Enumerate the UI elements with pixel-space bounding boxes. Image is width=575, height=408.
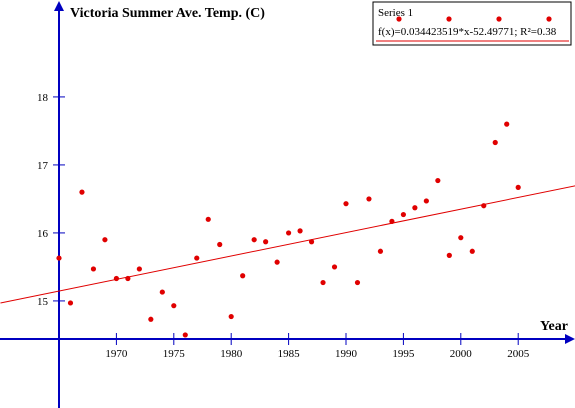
x-tick-label: 1975 bbox=[163, 348, 186, 360]
legend-marker-group bbox=[396, 16, 552, 22]
data-point bbox=[366, 196, 372, 202]
x-tick-label: 1990 bbox=[335, 348, 358, 360]
data-point bbox=[274, 259, 280, 265]
legend-marker bbox=[496, 16, 502, 22]
data-point bbox=[400, 211, 406, 218]
legend-marker bbox=[446, 16, 452, 22]
data-point bbox=[228, 313, 234, 320]
data-point bbox=[136, 266, 142, 272]
regression-line bbox=[0, 185, 575, 304]
data-point bbox=[286, 230, 292, 236]
data-point bbox=[240, 273, 246, 279]
y-axis-arrow bbox=[54, 1, 64, 11]
data-point bbox=[343, 201, 349, 207]
data-point bbox=[159, 289, 165, 295]
legend-box bbox=[372, 1, 572, 46]
data-point bbox=[182, 332, 188, 338]
x-axis-label: Year bbox=[540, 319, 568, 334]
data-point bbox=[205, 216, 211, 222]
data-point bbox=[113, 275, 119, 282]
fit-line-group bbox=[0, 185, 575, 304]
y-tick-label: 18 bbox=[37, 92, 49, 104]
data-point bbox=[446, 252, 452, 258]
data-point bbox=[481, 203, 487, 209]
legend-series-label: Series 1 bbox=[378, 7, 413, 19]
x-tick-label: 1985 bbox=[278, 348, 301, 360]
data-point bbox=[67, 300, 74, 306]
data-point bbox=[56, 255, 62, 261]
ticks: 1970 1975 1980 1985 1990 1995 2000 2005 15 16 17 18 bbox=[37, 92, 530, 360]
data-point bbox=[102, 237, 108, 243]
data-points bbox=[56, 121, 521, 338]
data-point bbox=[171, 303, 177, 309]
x-tick-label: 1970 bbox=[105, 348, 128, 360]
data-point bbox=[320, 279, 326, 286]
x-axis-arrow bbox=[565, 334, 575, 344]
data-point bbox=[79, 189, 85, 195]
data-point bbox=[492, 139, 498, 146]
data-point bbox=[515, 184, 521, 190]
y-tick-label: 17 bbox=[37, 160, 49, 172]
data-point bbox=[148, 316, 154, 322]
data-point bbox=[90, 266, 97, 272]
x-tick-label: 2005 bbox=[507, 348, 530, 360]
legend-marker bbox=[546, 16, 552, 22]
legend-fit-label: f(x)=0.034423519*x-52.49771; R²=0.38 bbox=[378, 26, 557, 38]
data-point bbox=[389, 218, 395, 224]
data-point bbox=[458, 235, 464, 241]
data-point bbox=[504, 121, 510, 127]
data-point bbox=[125, 275, 131, 282]
y-tick-label: 16 bbox=[37, 228, 49, 240]
legend-marker bbox=[396, 16, 402, 22]
chart-title: Victoria Summer Ave. Temp. (C) bbox=[70, 6, 265, 21]
data-point bbox=[297, 228, 303, 234]
legend: Series 1 f(x)=0.034423519*x-52.49771; R²… bbox=[372, 1, 572, 46]
data-point bbox=[469, 248, 475, 254]
data-point bbox=[308, 239, 315, 245]
x-tick-label: 1995 bbox=[392, 348, 415, 360]
data-point bbox=[194, 255, 200, 261]
y-tick-label: 15 bbox=[37, 296, 49, 308]
data-point bbox=[435, 177, 441, 184]
data-point bbox=[354, 279, 361, 286]
data-point bbox=[412, 205, 418, 211]
x-tick-label: 2000 bbox=[450, 348, 473, 360]
data-point bbox=[423, 198, 429, 204]
data-point bbox=[331, 264, 338, 270]
data-point bbox=[377, 248, 384, 254]
data-point bbox=[263, 239, 269, 245]
data-point bbox=[251, 237, 257, 243]
x-tick-label: 1980 bbox=[220, 348, 243, 360]
data-point bbox=[217, 241, 223, 248]
